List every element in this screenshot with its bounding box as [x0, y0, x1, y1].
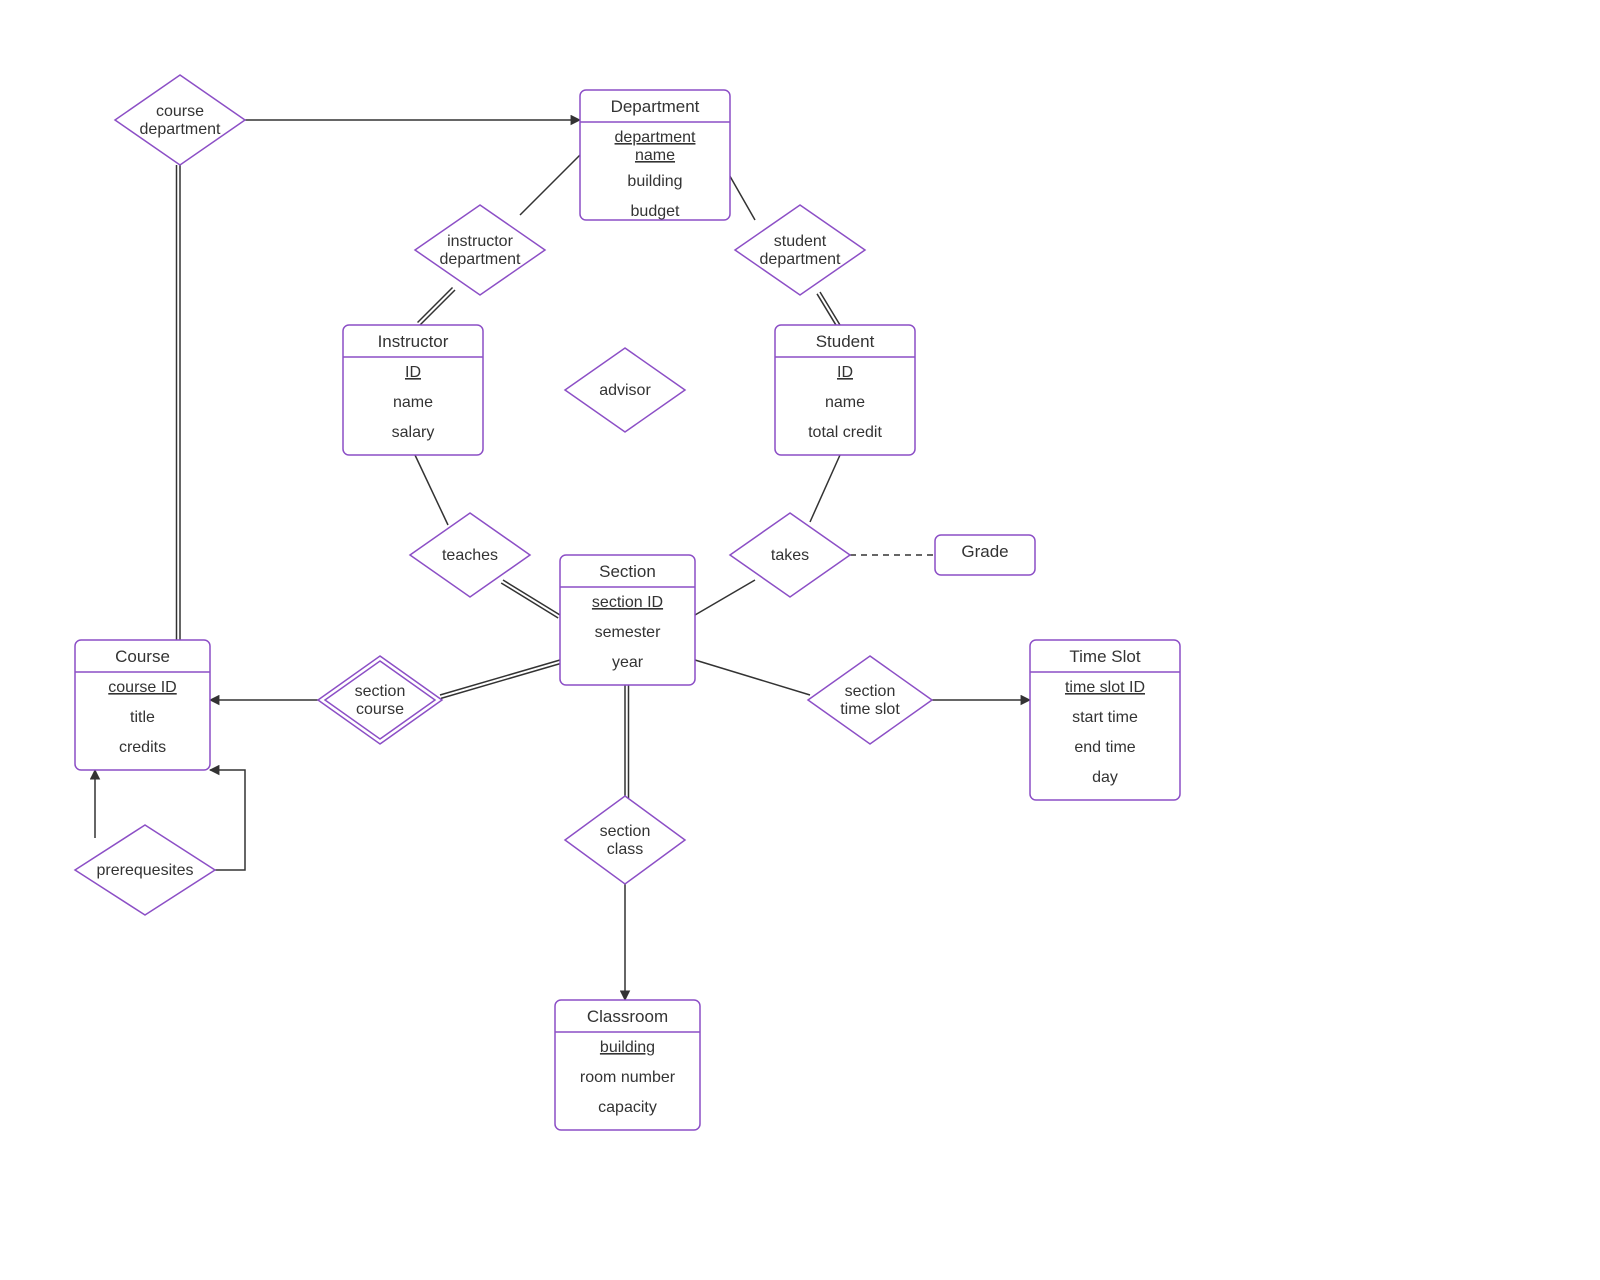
entity-title: Department — [611, 97, 700, 116]
entity-attr: ID — [405, 364, 421, 381]
relationship-label: class — [607, 841, 643, 858]
entity-title: Time Slot — [1069, 647, 1140, 666]
relationship-label: section — [355, 683, 406, 700]
entity-attr: year — [612, 654, 644, 671]
entity-attr: salary — [392, 424, 435, 441]
entity-classroom: Classroom building room number capacity — [555, 1000, 700, 1130]
entity-course: Course course ID title credits — [75, 640, 210, 770]
entity-attr: building — [600, 1039, 655, 1056]
relationship-label: prerequesites — [97, 862, 194, 879]
entity-title: Course — [115, 647, 170, 666]
relationship-teaches: teaches — [410, 513, 530, 597]
edge — [820, 292, 840, 325]
relationship-course_department: coursedepartment — [115, 75, 245, 165]
relationship-instructor_department: instructordepartment — [415, 205, 545, 295]
entity-timeslot: Time Slot time slot ID start time end time d… — [1030, 640, 1180, 800]
entity-attr: room number — [580, 1069, 676, 1086]
entity-student: Student ID name total credit — [775, 325, 915, 455]
relationship-section_class: sectionclass — [565, 796, 685, 884]
entity-title: Grade — [961, 542, 1008, 561]
entity-attr: end time — [1074, 739, 1135, 756]
relationship-section_timeslot: sectiontime slot — [808, 656, 932, 744]
relationship-label: department — [760, 251, 841, 268]
entity-attr: name — [393, 394, 433, 411]
entity-attr: day — [1092, 769, 1118, 786]
edge — [415, 455, 448, 525]
entity-title: Section — [599, 562, 656, 581]
entity-attr: ID — [837, 364, 853, 381]
entity-title: Classroom — [587, 1007, 668, 1026]
edge — [420, 290, 455, 325]
entity-department: Department departmentname building budget — [580, 90, 730, 220]
edge — [440, 660, 560, 695]
entity-attr: budget — [631, 203, 680, 220]
entity-title: Instructor — [378, 332, 449, 351]
relationship-label: section — [600, 823, 651, 840]
relationship-label: advisor — [599, 382, 651, 399]
relationship-section_course: sectioncourse — [318, 656, 442, 744]
relationship-label: instructor — [447, 233, 513, 250]
entity-attr: course ID — [108, 679, 176, 696]
entity-attr: title — [130, 709, 155, 726]
entity-attr: name — [825, 394, 865, 411]
entity-attr: time slot ID — [1065, 679, 1145, 696]
edge — [210, 770, 245, 870]
relationship-label: student — [774, 233, 827, 250]
entity-attr: section ID — [592, 594, 663, 611]
entity-attr: department — [615, 129, 696, 146]
entity-instructor: Instructor ID name salary — [343, 325, 483, 455]
entity-attr: capacity — [598, 1099, 657, 1116]
relationship-label: section — [845, 683, 896, 700]
entity-grade: Grade — [935, 535, 1035, 575]
relationship-label: course — [356, 701, 404, 718]
entity-attr: semester — [595, 624, 661, 641]
entity-attr: total credit — [808, 424, 882, 441]
relationship-prerequisites: prerequesites — [75, 825, 215, 915]
relationship-label: takes — [771, 547, 809, 564]
edge — [810, 455, 840, 522]
entity-section: Section section ID semester year — [560, 555, 695, 685]
relationship-label: department — [140, 121, 221, 138]
relationship-label: course — [156, 103, 204, 120]
entity-title: Student — [816, 332, 875, 351]
relationship-advisor: advisor — [565, 348, 685, 432]
edge — [503, 580, 560, 615]
relationship-label: department — [440, 251, 521, 268]
entity-attr: start time — [1072, 709, 1138, 726]
relationship-label: teaches — [442, 547, 498, 564]
edge — [695, 660, 810, 695]
er-diagram: DepartmentdepartmentnamebuildingbudgetIn… — [0, 0, 1600, 1280]
entity-attr: credits — [119, 739, 166, 756]
entity-attr: building — [627, 173, 682, 190]
edge — [695, 580, 755, 615]
entity-attr: name — [635, 147, 675, 164]
relationship-label: time slot — [840, 701, 900, 718]
